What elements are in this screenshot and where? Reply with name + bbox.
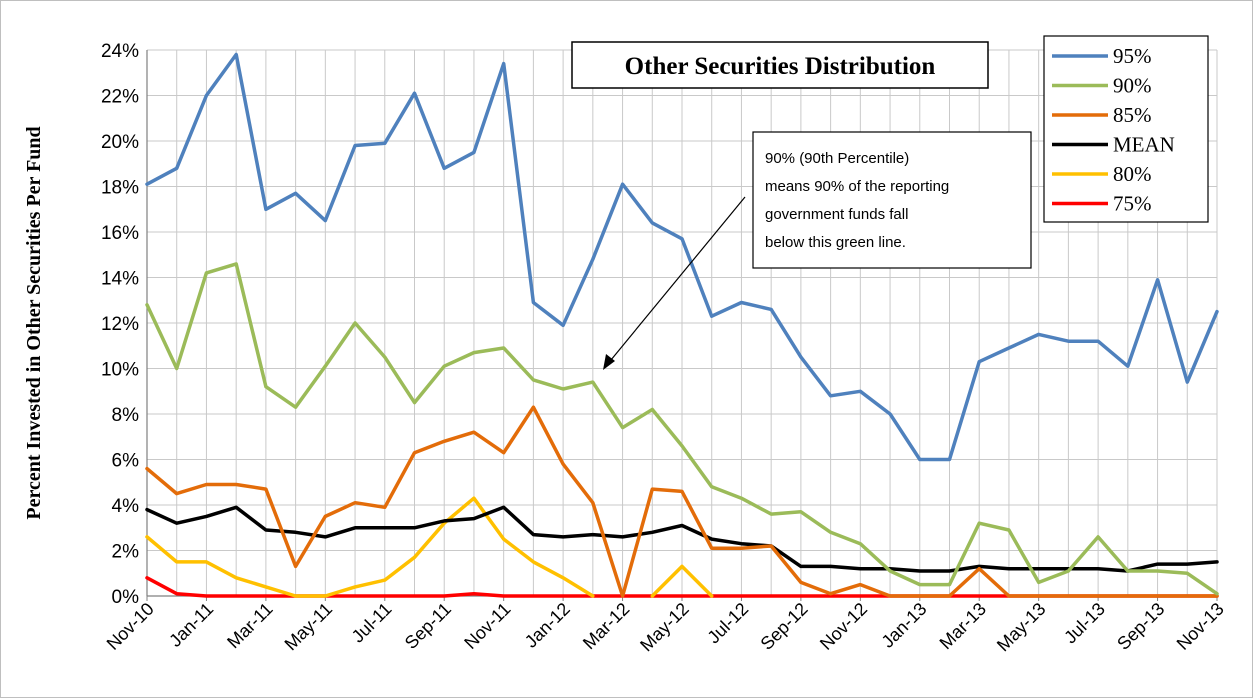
series-line-95pct [145,52,1219,462]
y-tick-label: 12% [101,314,139,335]
legend-label: 85% [1113,103,1152,127]
y-tick-label: 4% [112,496,140,517]
y-tick-label: 8% [112,405,140,426]
series-line-85pct [145,405,1219,598]
y-tick-label: 24% [101,41,139,62]
series-lines [145,52,1219,598]
y-axis-label: Percent Invested in Other Securities Per… [23,126,45,519]
series-line-90pct [145,262,1219,596]
annotation-line-4: below this green line. [765,234,906,251]
y-tick-label: 18% [101,178,139,199]
y-tick-label: 16% [101,223,139,244]
annotation-line-1: 90% (90th Percentile) [765,150,909,167]
y-tick-label: 6% [112,451,140,472]
y-tick-label: 0% [112,587,140,608]
annotation-line-3: government funds fall [765,206,908,223]
y-tick-label: 2% [112,542,140,563]
y-tick-label: 22% [101,87,139,108]
y-tick-label: 10% [101,360,139,381]
annotation-arrowhead [603,354,615,370]
legend-label: 80% [1113,162,1152,186]
legend-label: 75% [1113,192,1152,216]
legend-label: 90% [1113,74,1152,98]
title-frame [571,41,989,89]
legend-label: 95% [1113,44,1152,68]
series-line-mean [145,505,1219,573]
chart-title-box: Other Securities Distribution [571,41,989,89]
annotation-arrow [605,196,746,367]
annotation-box [752,131,1032,269]
legend: 95% 90% 85% MEAN 80% 75% [1043,35,1209,223]
chart-title: Other Securities Distribution [625,53,936,80]
legend-box [1043,35,1209,223]
y-tick-label: 20% [101,132,139,153]
y-axis-ticks: 0% 2% 4% 6% 8% 10% 12% 14% 16% 18% 20% 22% 24% [101,41,139,608]
series-line-80pct [145,496,714,598]
annotation: 90% (90th Percentile) means 90% of the r… [603,131,1032,370]
y-tick-label: 14% [101,269,139,290]
legend-label: MEAN [1113,133,1175,157]
annotation-line-2: means 90% of the reporting [765,178,949,195]
